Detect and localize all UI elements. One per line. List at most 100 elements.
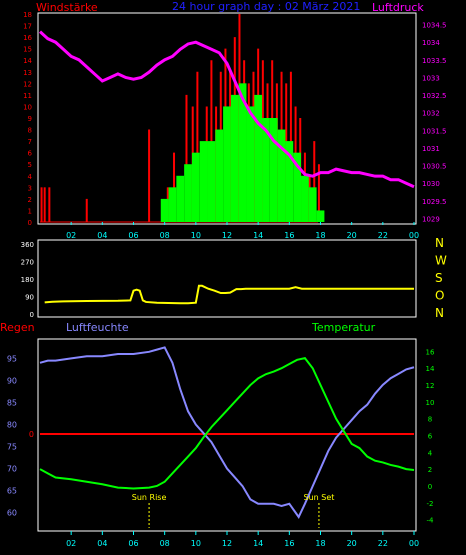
wind-tick-label: 3 (28, 184, 32, 192)
direction-letter: N (435, 306, 444, 320)
pressure-tick-label: 1033.5 (422, 57, 447, 65)
wind-tick-label: 18 (23, 11, 32, 19)
humidity-tick-label: 90 (7, 376, 17, 385)
speed-bar (262, 118, 270, 222)
wind-tick-label: 16 (23, 34, 32, 42)
pressure-tick-label: 1032 (422, 110, 440, 118)
x-tick-label: 18 (315, 231, 325, 240)
humidity-title: Luftfeuchte (66, 321, 129, 334)
wind-tick-label: 12 (23, 80, 32, 88)
x-tick-label: 20 (347, 539, 357, 548)
pressure-tick-label: 1030 (422, 180, 440, 188)
wind-tick-label: 14 (23, 57, 32, 65)
x-tick-label: 12 (222, 539, 232, 548)
wind-tick-label: 13 (23, 69, 32, 77)
pressure-tick-label: 1031 (422, 145, 440, 153)
temperature-tick-label: 0 (428, 483, 432, 491)
direction-tick-label: 270 (21, 259, 34, 267)
x-tick-label: 22 (378, 231, 388, 240)
speed-bar (176, 175, 185, 222)
direction-tick-label: 180 (21, 276, 34, 284)
speed-bar (254, 94, 263, 222)
wind-tick-label: 0 (28, 219, 32, 227)
direction-tick-label: 0 (30, 311, 34, 319)
x-tick-label: 02 (66, 231, 76, 240)
speed-bar (230, 94, 239, 222)
pressure-tick-label: 1030.5 (422, 163, 447, 171)
wind-tick-label: 10 (23, 103, 32, 111)
speed-bar (246, 106, 255, 222)
temperature-tick-label: -4 (427, 517, 435, 525)
pressure-tick-label: 1029 (422, 215, 440, 223)
temperature-tick-label: -2 (427, 500, 434, 508)
x-tick-label: 08 (160, 539, 170, 548)
humidity-tick-label: 60 (7, 509, 17, 518)
x-tick-label: 22 (378, 539, 388, 548)
x-tick-label: 00 (409, 539, 419, 548)
temperature-tick-label: 6 (428, 433, 433, 441)
wind-pressure-plot: 012345678910111213141516171810291029.510… (23, 11, 446, 240)
temperature-tick-label: 2 (428, 466, 432, 474)
temperature-tick-label: 8 (428, 416, 432, 424)
direction-tick-label: 90 (25, 294, 34, 302)
sun-set-label: Sun Set (303, 493, 334, 502)
speed-bar (238, 83, 247, 222)
speed-bar (184, 164, 192, 222)
pressure-title: Luftdruck (372, 1, 424, 14)
wind-tick-label: 15 (23, 46, 32, 54)
x-tick-label: 16 (284, 539, 294, 548)
speed-bar (207, 141, 216, 222)
speed-bar (301, 175, 309, 222)
x-tick-label: 10 (191, 539, 201, 548)
pressure-tick-label: 1029.5 (422, 198, 447, 206)
x-tick-label: 12 (222, 231, 232, 240)
speed-bar (316, 210, 325, 222)
humidity-line (39, 346, 415, 519)
humidity-tick-label: 75 (7, 443, 17, 452)
rain-tick-label: 0 (29, 430, 34, 439)
wind-tick-label: 6 (28, 150, 33, 158)
speed-bar (160, 198, 169, 222)
temperature-tick-label: 12 (426, 382, 435, 390)
speed-bar (308, 187, 317, 222)
pressure-tick-label: 1034 (422, 39, 440, 47)
wind-tick-label: 9 (28, 115, 32, 123)
temperature-tick-label: 10 (426, 399, 435, 407)
direction-letter: S (435, 271, 443, 285)
x-tick-label: 04 (97, 231, 107, 240)
x-tick-label: 06 (128, 539, 138, 548)
rain-title: Regen (0, 321, 35, 334)
speed-bar (269, 118, 278, 222)
humidity-tick-label: 65 (7, 487, 17, 496)
x-tick-label: 04 (97, 539, 107, 548)
direction-letter: W (435, 254, 447, 268)
direction-letter: N (435, 236, 444, 250)
temperature-tick-label: 4 (428, 449, 433, 457)
x-tick-label: 02 (66, 539, 76, 548)
date-title: 24 hour graph day : 02 März 2021 (172, 0, 360, 13)
direction-line (44, 284, 414, 305)
pressure-tick-label: 1032.5 (422, 92, 447, 100)
wind-tick-label: 17 (23, 23, 32, 31)
wind-tick-label: 7 (28, 138, 32, 146)
humidity-tick-label: 95 (7, 354, 17, 363)
humidity-tick-label: 70 (7, 465, 17, 474)
humidity-tick-label: 80 (7, 420, 17, 429)
wind-tick-label: 8 (28, 127, 32, 135)
x-tick-label: 20 (347, 231, 357, 240)
wind-tick-label: 5 (28, 161, 32, 169)
direction-letter: O (435, 289, 444, 303)
direction-tick-label: 360 (21, 241, 34, 249)
speed-bar (223, 106, 231, 222)
x-tick-label: 06 (128, 231, 138, 240)
speed-bar (277, 129, 286, 222)
pressure-tick-label: 1033 (422, 74, 440, 82)
x-tick-label: 14 (253, 539, 263, 548)
x-tick-label: 10 (191, 231, 201, 240)
direction-panel-frame (37, 239, 417, 318)
x-tick-label: 14 (253, 231, 263, 240)
x-tick-label: 16 (284, 231, 294, 240)
temperature-tick-label: 14 (426, 365, 435, 373)
